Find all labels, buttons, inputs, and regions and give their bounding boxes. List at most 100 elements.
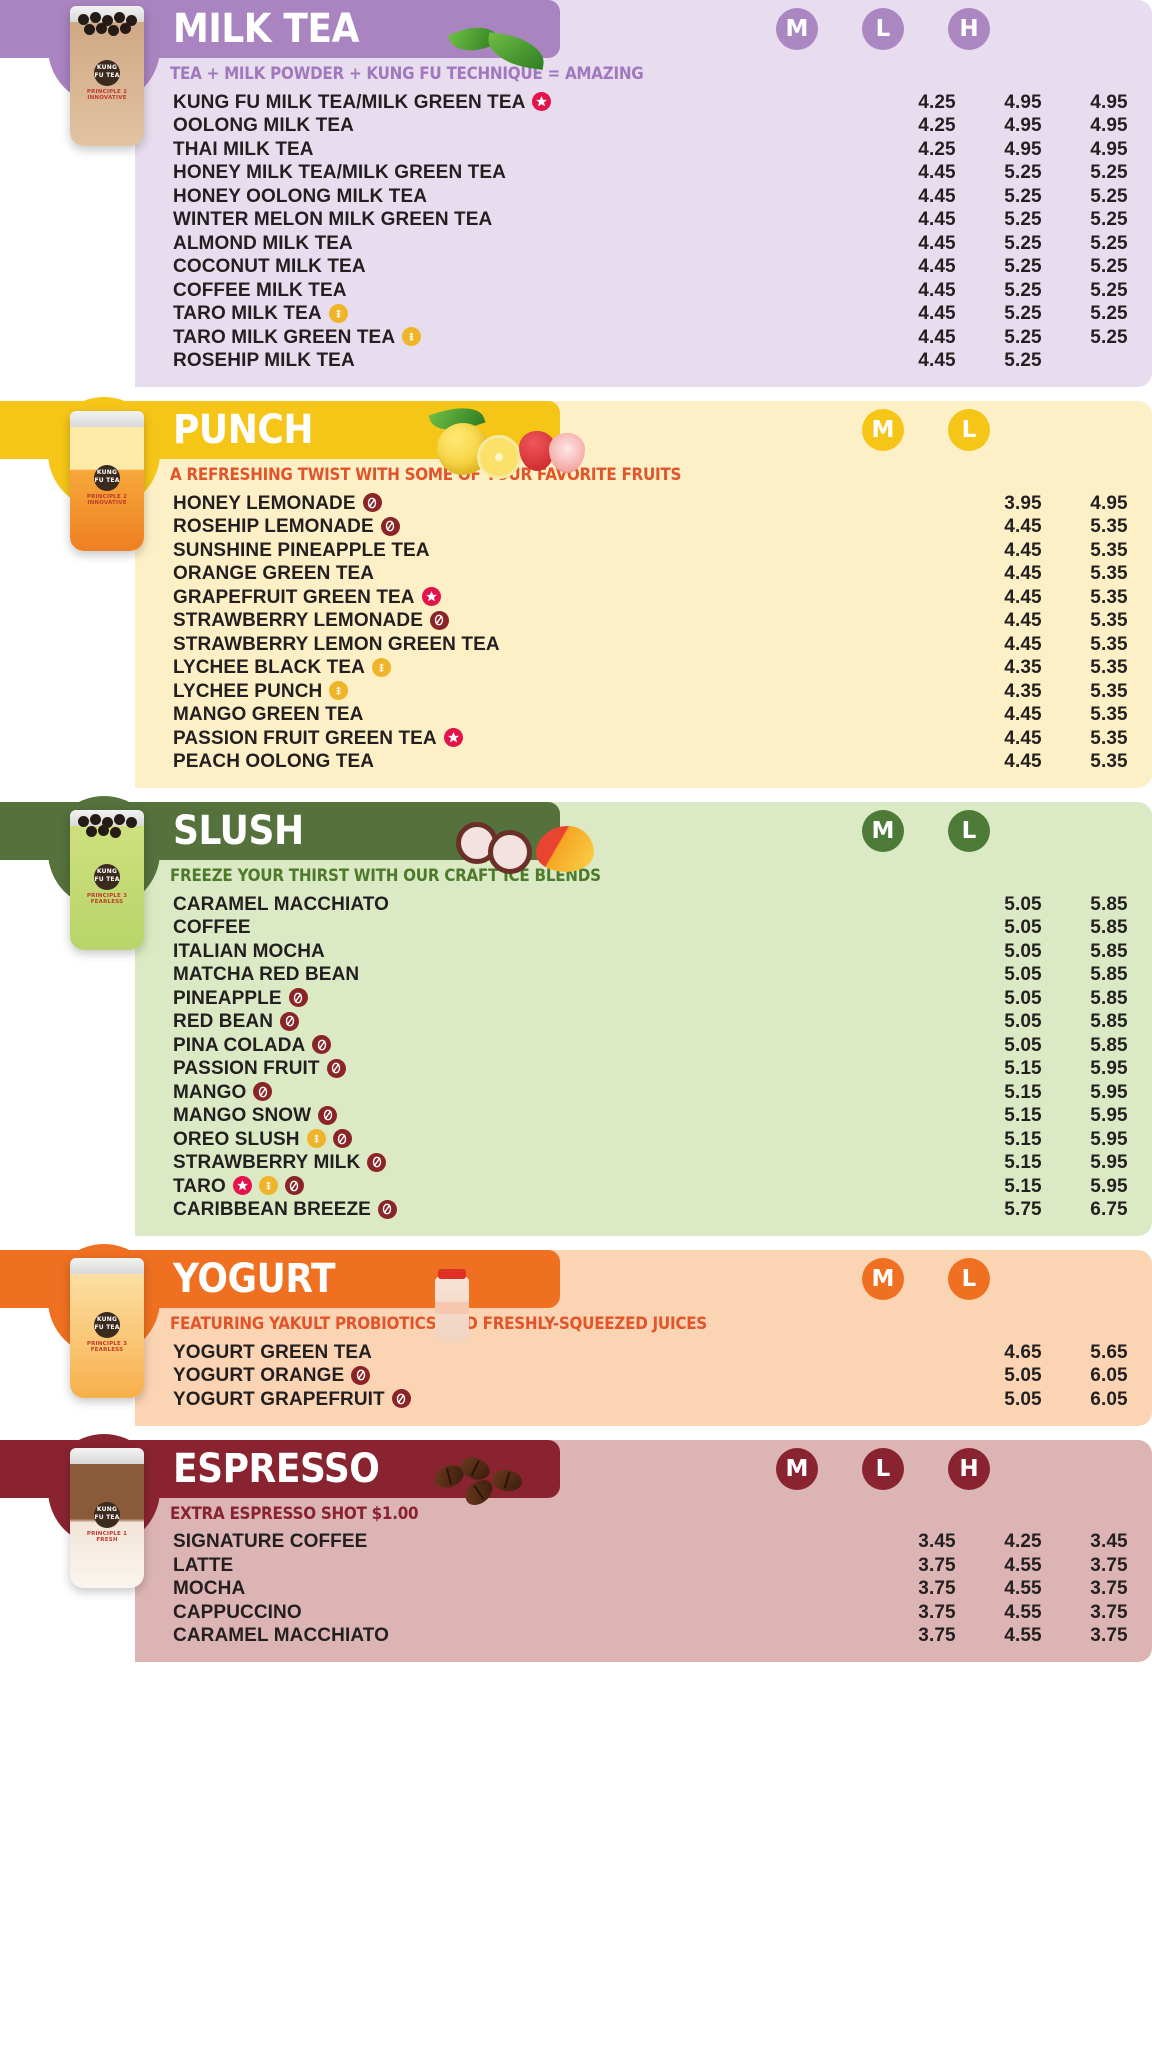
price-m: 3.95	[1004, 492, 1042, 514]
menu-item-row[interactable]: WINTER MELON MILK GREEN TEA 4.45 5.25 5.25	[173, 209, 1134, 233]
menu-item-row[interactable]: CARAMEL MACCHIATO 3.75 4.55 3.75	[173, 1625, 1134, 1649]
menu-item-row[interactable]: MANGO GREEN TEA 4.45 5.35	[173, 704, 1134, 728]
menu-item-row[interactable]: ORANGE GREEN TEA 4.45 5.35	[173, 563, 1134, 587]
item-name: HONEY MILK TEA/MILK GREEN TEA	[173, 162, 506, 184]
dairy-free-slashed-icon	[377, 1199, 397, 1219]
price-m: 5.15	[1004, 1081, 1042, 1103]
price-l: 5.85	[1090, 893, 1128, 915]
price-l: 5.35	[1090, 727, 1128, 749]
menu-item-row[interactable]: TARO MILK TEA 4.45 5.25 5.25	[173, 303, 1134, 327]
menu-item-row[interactable]: PINEAPPLE 5.05 5.85	[173, 987, 1134, 1011]
menu-item-row[interactable]: STRAWBERRY LEMON GREEN TEA 4.45 5.35	[173, 633, 1134, 657]
price-m: 4.45	[1004, 704, 1042, 726]
section-title: MILK TEA	[173, 6, 360, 52]
menu-item-row[interactable]: CARAMEL MACCHIATO 5.05 5.85	[173, 893, 1134, 917]
menu-item-row[interactable]: HONEY LEMONADE 3.95 4.95	[173, 492, 1134, 516]
menu-section-slush: KUNG FU TEA PRINCIPLE 3 FEARLESS SLUSH M L…	[0, 796, 1152, 1236]
item-name: CARAMEL MACCHIATO	[173, 1625, 389, 1647]
menu-item-row[interactable]: LYCHEE BLACK TEA 4.35 5.35	[173, 657, 1134, 681]
menu-item-row[interactable]: COFFEE 5.05 5.85	[173, 917, 1134, 941]
menu-item-row[interactable]: ALMOND MILK TEA 4.45 5.25 5.25	[173, 232, 1134, 256]
price-h: 4.95	[1090, 91, 1128, 113]
menu-item-row[interactable]: STRAWBERRY MILK 5.15 5.95	[173, 1152, 1134, 1176]
menu-item-row[interactable]: YOGURT GREEN TEA 4.65 5.65	[173, 1341, 1134, 1365]
dairy-free-slashed-icon	[351, 1365, 371, 1385]
price-m: 4.45	[1004, 610, 1042, 632]
menu-item-row[interactable]: SIGNATURE COFFEE 3.45 4.25 3.45	[173, 1531, 1134, 1555]
price-m: 4.45	[918, 326, 956, 348]
dairy-free-slashed-icon	[280, 1011, 300, 1031]
menu-item-row[interactable]: MANGO SNOW 5.15 5.95	[173, 1105, 1134, 1129]
price-m: 4.45	[918, 209, 956, 231]
price-h: 3.75	[1090, 1554, 1128, 1576]
item-name: MATCHA RED BEAN	[173, 964, 360, 986]
menu-item-row[interactable]: COCONUT MILK TEA 4.45 5.25 5.25	[173, 256, 1134, 280]
menu-item-list-milk-tea: KUNG FU MILK TEA/MILK GREEN TEA 4.25 4.95…	[135, 89, 1152, 373]
menu-item-row[interactable]: MOCHA 3.75 4.55 3.75	[173, 1578, 1134, 1602]
menu-item-row[interactable]: ROSEHIP LEMONADE 4.45 5.35	[173, 516, 1134, 540]
menu-item-row[interactable]: PASSION FRUIT 5.15 5.95	[173, 1058, 1134, 1082]
dairy-free-slashed-icon	[318, 1105, 338, 1125]
size-badge-l: L	[948, 409, 990, 451]
price-l: 5.35	[1090, 516, 1128, 538]
menu-item-row[interactable]: TARO MILK GREEN TEA 4.45 5.25 5.25	[173, 326, 1134, 350]
item-name: STRAWBERRY LEMON GREEN TEA	[173, 633, 500, 655]
price-m: 4.25	[918, 115, 956, 137]
menu-item-row[interactable]: ITALIAN MOCHA 5.05 5.85	[173, 940, 1134, 964]
menu-item-row[interactable]: PASSION FRUIT GREEN TEA 4.45 5.35	[173, 727, 1134, 751]
menu-item-row[interactable]: OREO SLUSH 5.15 5.95	[173, 1128, 1134, 1152]
dairy-free-slashed-icon	[380, 516, 400, 536]
menu-item-row[interactable]: OOLONG MILK TEA 4.25 4.95 4.95	[173, 115, 1134, 139]
price-l: 5.25	[1004, 185, 1042, 207]
menu-item-row[interactable]: SUNSHINE PINEAPPLE TEA 4.45 5.35	[173, 539, 1134, 563]
menu-item-row[interactable]: GRAPEFRUIT GREEN TEA 4.45 5.35	[173, 586, 1134, 610]
menu-item-row[interactable]: RED BEAN 5.05 5.85	[173, 1011, 1134, 1035]
item-name: MANGO SNOW	[173, 1105, 312, 1127]
price-l: 5.65	[1090, 1341, 1128, 1363]
price-m: 3.45	[918, 1531, 956, 1553]
cup-logo-ring: KUNG FU TEA	[94, 60, 120, 86]
menu-section-espresso: KUNG FU TEA PRINCIPLE 1 FRESH ESPRESSO M L…	[0, 1433, 1152, 1662]
price-l: 5.25	[1004, 209, 1042, 231]
item-name: STRAWBERRY MILK	[173, 1152, 361, 1174]
menu-item-row[interactable]: THAI MILK TEA 4.25 4.95 4.95	[173, 138, 1134, 162]
dairy-free-slashed-icon	[326, 1058, 346, 1078]
price-m: 5.05	[1004, 917, 1042, 939]
menu-item-row[interactable]: HONEY MILK TEA/MILK GREEN TEA 4.45 5.25 5.…	[173, 162, 1134, 186]
price-m: 5.05	[1004, 1388, 1042, 1410]
menu-item-row[interactable]: PINA COLADA 5.05 5.85	[173, 1034, 1134, 1058]
price-m: 5.05	[1004, 893, 1042, 915]
price-m: 4.35	[1004, 657, 1042, 679]
item-name: OOLONG MILK TEA	[173, 115, 354, 137]
price-m: 5.15	[1004, 1175, 1042, 1197]
menu-item-row[interactable]: HONEY OOLONG MILK TEA 4.45 5.25 5.25	[173, 185, 1134, 209]
menu-item-row[interactable]: CARIBBEAN BREEZE 5.75 6.75	[173, 1199, 1134, 1223]
price-l: 4.55	[1004, 1625, 1042, 1647]
menu-item-row[interactable]: LYCHEE PUNCH 4.35 5.35	[173, 680, 1134, 704]
menu-item-row[interactable]: KUNG FU MILK TEA/MILK GREEN TEA 4.25 4.95…	[173, 91, 1134, 115]
menu-item-row[interactable]: LATTE 3.75 4.55 3.75	[173, 1554, 1134, 1578]
price-l: 4.95	[1090, 492, 1128, 514]
price-m: 4.45	[918, 303, 956, 325]
menu-item-row[interactable]: MANGO 5.15 5.95	[173, 1081, 1134, 1105]
menu-item-row[interactable]: COFFEE MILK TEA 4.45 5.25 5.25	[173, 279, 1134, 303]
menu-item-row[interactable]: ROSEHIP MILK TEA 4.45 5.25	[173, 350, 1134, 374]
menu-item-row[interactable]: PEACH OOLONG TEA 4.45 5.35	[173, 751, 1134, 775]
price-l: 6.75	[1090, 1199, 1128, 1221]
cup-tagline: PRINCIPLE 3 FEARLESS	[86, 1341, 128, 1354]
price-h: 5.25	[1090, 209, 1128, 231]
price-m: 3.75	[918, 1578, 956, 1600]
price-m: 5.05	[1004, 987, 1042, 1009]
price-h: 5.25	[1090, 162, 1128, 184]
menu-item-row[interactable]: CAPPUCCINO 3.75 4.55 3.75	[173, 1601, 1134, 1625]
price-h: 5.25	[1090, 256, 1128, 278]
price-m: 4.45	[1004, 586, 1042, 608]
menu-item-row[interactable]: TARO 5.15 5.95	[173, 1175, 1134, 1199]
menu-item-row[interactable]: MATCHA RED BEAN 5.05 5.85	[173, 964, 1134, 988]
menu-item-row[interactable]: YOGURT ORANGE 5.05 6.05	[173, 1365, 1134, 1389]
item-name: ITALIAN MOCHA	[173, 940, 325, 962]
price-l: 5.85	[1090, 964, 1128, 986]
menu-item-row[interactable]: YOGURT GRAPEFRUIT 5.05 6.05	[173, 1388, 1134, 1412]
price-l: 5.95	[1090, 1152, 1128, 1174]
menu-item-row[interactable]: STRAWBERRY LEMONADE 4.45 5.35	[173, 610, 1134, 634]
